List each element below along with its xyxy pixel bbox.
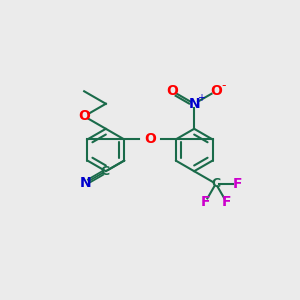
Text: F: F	[222, 195, 231, 209]
Text: +: +	[196, 94, 205, 103]
Text: C: C	[211, 177, 220, 190]
Text: N: N	[188, 97, 200, 111]
Text: O: O	[144, 132, 156, 146]
Text: F: F	[200, 195, 210, 209]
Text: O: O	[167, 84, 178, 98]
Text: N: N	[80, 176, 92, 190]
Text: O: O	[78, 109, 90, 123]
Text: O: O	[210, 84, 222, 98]
Text: C: C	[100, 165, 109, 178]
Text: F: F	[232, 177, 242, 191]
Text: -: -	[221, 80, 226, 92]
